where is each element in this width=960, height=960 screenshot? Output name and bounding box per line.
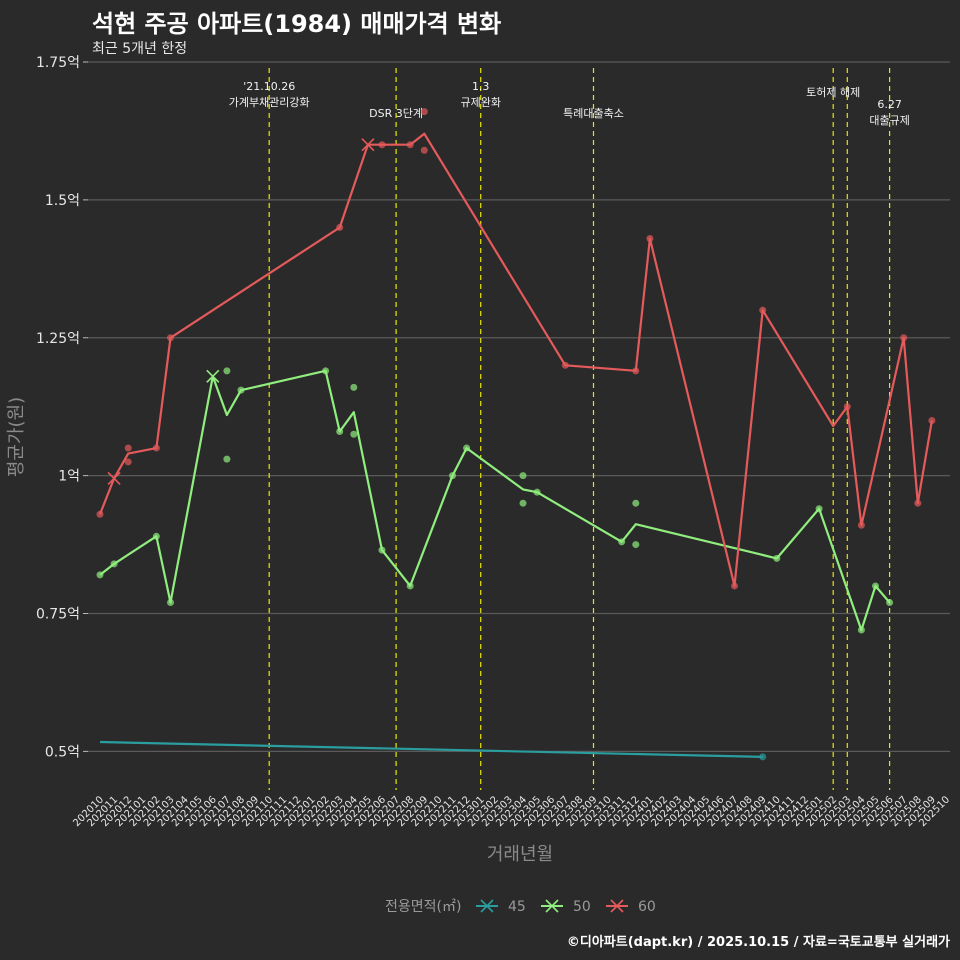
event-label: 토허제 해제 bbox=[806, 85, 860, 99]
data-point-50 bbox=[533, 488, 541, 496]
data-point-50 bbox=[618, 538, 626, 546]
event-label: DSR 3단계 bbox=[369, 107, 423, 120]
event-label: 6.27 bbox=[877, 98, 902, 111]
data-point-50 bbox=[167, 598, 174, 606]
data-point-50 bbox=[773, 554, 781, 562]
data-point-50 bbox=[350, 383, 358, 391]
y-tick-label: 1.5억 bbox=[45, 193, 80, 209]
data-point-50 bbox=[519, 472, 527, 480]
event-label: 1.3 bbox=[472, 80, 490, 93]
y-tick-label: 0.75억 bbox=[36, 607, 80, 623]
data-point-60 bbox=[167, 334, 174, 342]
data-point-60 bbox=[900, 334, 908, 342]
x-axis: 2020102020112020122021012021022021032021… bbox=[71, 794, 952, 829]
legend-key-cross bbox=[545, 899, 559, 913]
y-tick-label: 1.75억 bbox=[36, 55, 80, 71]
y-axis: 0.5억 0.75억 1억 1.25억 1.5억 1.75억 bbox=[36, 55, 88, 760]
series-line-45 bbox=[99, 740, 763, 758]
legend-label-45: 45 bbox=[508, 899, 526, 915]
series-line-60 bbox=[98, 132, 933, 588]
cross-marker-60 bbox=[361, 138, 375, 152]
legend: 전용면적(㎡) 45 50 60 bbox=[385, 899, 656, 915]
chart-subtitle: 최근 5개년 한정 bbox=[92, 41, 188, 57]
x-axis-title: 거래년월 bbox=[487, 844, 553, 865]
data-point-50 bbox=[322, 367, 330, 375]
event-label: 규제완화 bbox=[460, 96, 500, 109]
data-point-60 bbox=[378, 141, 386, 149]
data-point-50 bbox=[632, 541, 640, 549]
data-point-50 bbox=[886, 598, 894, 606]
data-point-60 bbox=[843, 403, 851, 411]
data-point-60 bbox=[731, 582, 738, 590]
data-point-45 bbox=[759, 753, 767, 761]
data-point-60 bbox=[124, 458, 132, 466]
data-point-50 bbox=[96, 571, 104, 579]
chart-title: 석현 주공 아파트(1984) 매매가격 변화 bbox=[92, 10, 502, 38]
data-point-50 bbox=[632, 499, 640, 507]
event-label: 대출규제 bbox=[869, 114, 909, 127]
data-point-60 bbox=[928, 416, 936, 424]
legend-label-60: 60 bbox=[638, 899, 656, 915]
data-point-60 bbox=[646, 234, 654, 242]
cross-marker-60 bbox=[107, 471, 121, 485]
data-point-50 bbox=[350, 430, 358, 438]
data-point-50 bbox=[872, 582, 879, 590]
data-point-50 bbox=[463, 444, 471, 452]
data-point-60 bbox=[336, 223, 344, 231]
data-point-50 bbox=[406, 582, 414, 590]
data-point-50 bbox=[223, 455, 231, 463]
event-label: 특례대출축소 bbox=[563, 107, 624, 120]
legend-label-50: 50 bbox=[573, 899, 591, 915]
data-point-50 bbox=[336, 428, 344, 436]
data-point-50 bbox=[378, 546, 386, 554]
series-line-50 bbox=[99, 369, 891, 632]
y-tick-label: 1.25억 bbox=[36, 331, 80, 347]
event-label: '21.10.26 bbox=[243, 80, 295, 93]
data-point-60 bbox=[96, 510, 104, 518]
y-tick-label: 1억 bbox=[58, 469, 80, 485]
data-point-50 bbox=[110, 560, 118, 568]
data-point-60 bbox=[124, 444, 132, 452]
data-point-60 bbox=[406, 141, 414, 149]
legend-key-cross bbox=[610, 899, 624, 913]
data-series bbox=[96, 108, 936, 761]
data-point-50 bbox=[519, 499, 527, 507]
data-point-60 bbox=[420, 108, 428, 116]
legend-key-cross bbox=[480, 899, 494, 913]
chart-caption: ©디아파트(dapt.kr) / 2025.10.15 / 자료=국토교통부 실… bbox=[566, 935, 950, 950]
data-point-50 bbox=[152, 532, 160, 540]
data-point-50 bbox=[223, 367, 231, 375]
data-point-50 bbox=[237, 386, 245, 394]
legend-title: 전용면적(㎡) bbox=[385, 899, 461, 915]
cross-marker-50 bbox=[206, 369, 220, 383]
data-point-60 bbox=[152, 444, 160, 452]
y-axis-title: 평균가(원) bbox=[6, 397, 27, 477]
event-label: 가계부채관리강화 bbox=[229, 96, 310, 109]
data-point-60 bbox=[561, 361, 569, 369]
data-point-60 bbox=[632, 367, 640, 375]
data-point-60 bbox=[759, 306, 767, 314]
data-point-50 bbox=[815, 505, 823, 513]
data-point-60 bbox=[857, 521, 865, 529]
data-point-50 bbox=[857, 626, 865, 634]
data-point-60 bbox=[420, 146, 428, 154]
data-point-50 bbox=[449, 472, 456, 480]
data-point-60 bbox=[914, 499, 922, 507]
y-tick-label: 0.5억 bbox=[45, 744, 80, 760]
